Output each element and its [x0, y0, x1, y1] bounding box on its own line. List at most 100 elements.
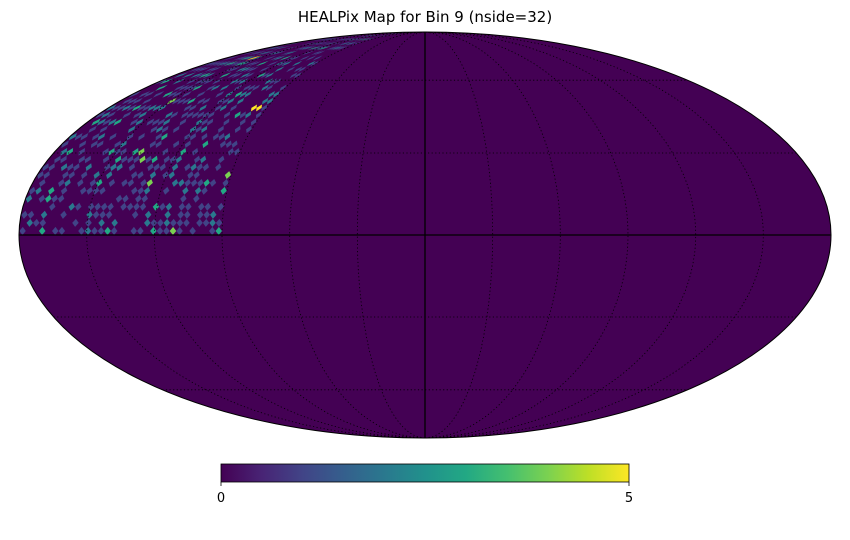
healpix-pixel-73 — [193, 194, 200, 203]
healpix-pixel-156 — [175, 155, 182, 164]
healpix-pixel-264 — [95, 111, 106, 119]
healpix-pixel-25 — [176, 218, 184, 227]
healpix-pixel-395 — [219, 60, 236, 67]
healpix-pixel-119 — [224, 171, 232, 179]
healpix-pixel-36 — [33, 218, 40, 227]
healpix-pixel-345 — [172, 78, 186, 85]
healpix-pixel-133 — [37, 171, 44, 179]
healpix-pixel-3 — [176, 226, 183, 235]
healpix-pixel-96 — [60, 186, 68, 195]
healpix-pixel-316 — [138, 91, 151, 98]
healpix-pixel-357 — [219, 72, 232, 79]
healpix-pixel-327 — [205, 84, 217, 91]
healpix-pixel-454 — [329, 41, 346, 46]
healpix-pixel-377 — [196, 66, 212, 73]
healpix-pixel-92 — [99, 186, 106, 195]
healpix-pixel-161 — [139, 155, 146, 164]
healpix-pixels — [19, 32, 422, 235]
healpix-pixel-247 — [245, 111, 251, 119]
graticule-meridian-30 — [356, 32, 426, 438]
healpix-pixel-467 — [347, 37, 366, 42]
healpix-pixel-398 — [208, 60, 226, 67]
healpix-pixel-105 — [184, 179, 191, 187]
healpix-pixel-301 — [121, 97, 134, 105]
healpix-pixel-87 — [182, 186, 189, 195]
healpix-pixel-184 — [60, 148, 68, 156]
healpix-pixel-262 — [106, 111, 117, 119]
healpix-pixel-195 — [96, 140, 104, 148]
healpix-pixel-116 — [64, 179, 71, 187]
healpix-pixel-215 — [246, 125, 252, 133]
healpix-pixel-52 — [27, 210, 35, 219]
healpix-pixel-151 — [48, 163, 55, 172]
healpix-pixel-203 — [190, 133, 196, 141]
healpix-pixel-62 — [139, 202, 147, 211]
healpix-pixel-238 — [146, 118, 155, 126]
healpix-pixel-131 — [62, 171, 69, 179]
healpix-pixel-27 — [163, 218, 171, 227]
healpix-pixel-308 — [215, 91, 225, 98]
healpix-pixel-71 — [68, 202, 75, 211]
healpix-pixel-48 — [92, 210, 100, 219]
healpix-pixel-31 — [111, 218, 118, 227]
healpix-pixel-212 — [80, 133, 89, 141]
healpix-pixel-397 — [211, 60, 229, 67]
healpix-pixel-460 — [298, 41, 320, 46]
healpix-pixel-324 — [233, 84, 243, 91]
healpix-pixel-47 — [99, 210, 106, 219]
healpix-pixel-356 — [227, 72, 240, 79]
healpix-pixel-224 — [150, 125, 158, 133]
healpix-pixel-375 — [207, 66, 223, 73]
healpix-pixel-185 — [231, 140, 238, 148]
healpix-pixel-99 — [28, 186, 36, 195]
healpix-pixel-444 — [282, 45, 301, 51]
healpix-pixel-343 — [194, 78, 207, 85]
healpix-pixel-412 — [241, 55, 259, 61]
healpix-pixel-90 — [137, 186, 144, 195]
healpix-pixel-64 — [126, 202, 134, 211]
healpix-pixel-193 — [120, 140, 127, 148]
healpix-pixel-438 — [309, 45, 325, 51]
healpix-pixel-104 — [190, 179, 198, 187]
healpix-pixel-447 — [263, 45, 285, 51]
healpix-pixel-200 — [218, 133, 225, 141]
healpix-pixel-283 — [110, 104, 122, 112]
healpix-pixel-146 — [104, 163, 111, 172]
healpix-pixel-46 — [105, 210, 113, 219]
healpix-pixel-192 — [149, 140, 156, 148]
healpix-pixel-452 — [338, 41, 354, 46]
healpix-pixel-278 — [136, 104, 147, 112]
healpix-pixel-165 — [115, 155, 122, 164]
healpix-pixel-399 — [204, 60, 222, 67]
healpix-pixel-370 — [243, 66, 256, 73]
healpix-pixel-163 — [127, 155, 134, 164]
healpix-pixel-14 — [84, 226, 92, 235]
healpix-pixel-86 — [194, 186, 202, 195]
healpix-pixel-353 — [244, 72, 255, 79]
healpix-pixel-232 — [201, 118, 208, 126]
healpix-pixel-110 — [127, 179, 134, 187]
healpix-pixel-358 — [202, 72, 216, 79]
healpix-pixel-223 — [156, 125, 163, 133]
healpix-pixel-188 — [202, 140, 209, 148]
healpix-pixel-252 — [202, 111, 210, 119]
healpix-pixel-276 — [147, 104, 157, 112]
healpix-pixel-51 — [40, 210, 48, 219]
healpix-pixel-403 — [299, 55, 311, 61]
healpix-pixel-280 — [126, 104, 137, 112]
healpix-pixel-26 — [170, 218, 177, 227]
healpix-pixel-214 — [68, 133, 77, 141]
healpix-pixel-365 — [293, 66, 303, 73]
healpix-pixel-171 — [233, 148, 240, 156]
healpix-pixel-295 — [176, 97, 187, 105]
healpix-pixel-153 — [218, 155, 225, 164]
healpix-pixel-58 — [178, 202, 186, 211]
healpix-pixel-360 — [194, 72, 208, 79]
healpix-pixel-449 — [350, 41, 364, 46]
healpix-pixel-413 — [238, 55, 256, 61]
healpix-pixel-328 — [191, 84, 203, 91]
healpix-pixel-10 — [110, 226, 118, 235]
healpix-pixel-72 — [49, 202, 56, 211]
healpix-pixel-85 — [201, 186, 208, 195]
